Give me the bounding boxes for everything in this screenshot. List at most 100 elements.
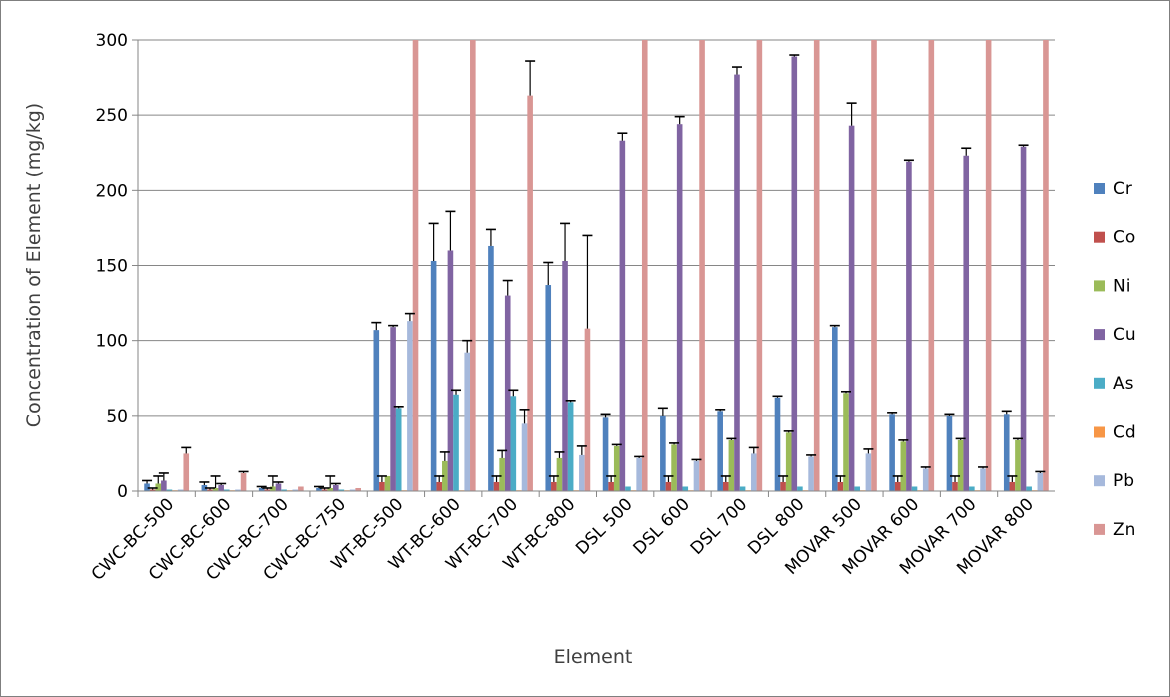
bar-co (665, 481, 672, 491)
x-tick-labels: CWC-BC-500CWC-BC-600CWC-BC-700CWC-BC-750… (88, 494, 1038, 584)
bar-as (395, 408, 402, 491)
bar-cu (848, 125, 855, 491)
legend-label-pb: Pb (1113, 471, 1134, 491)
bar-co (551, 481, 557, 491)
y-tick-label: 100 (96, 332, 128, 352)
bar-pb (922, 468, 929, 491)
bar-cr (316, 487, 322, 491)
legend-label-cd: Cd (1113, 423, 1136, 443)
bar-pb (177, 489, 184, 491)
bar-ni (728, 439, 735, 491)
bar-pb (1037, 472, 1044, 491)
bar-zn (412, 40, 419, 491)
bar-as (223, 489, 230, 491)
bar-co (1009, 481, 1016, 491)
bar-cr (488, 245, 494, 491)
bar-as (453, 394, 459, 491)
bar-cr (717, 411, 723, 491)
bar-co (952, 481, 958, 491)
bar-cr (602, 417, 609, 491)
legend: Cr Co Ni Cu As Cd Pb Zn (1094, 179, 1136, 540)
bar-zn (298, 486, 304, 491)
y-axis-title: Concentration of Element (mg/kg) (23, 103, 45, 427)
bar-co (379, 481, 385, 491)
bar-zn (1043, 40, 1049, 491)
bar-cr (832, 327, 838, 491)
bar-zn (699, 40, 705, 491)
legend-label-co: Co (1113, 228, 1135, 248)
legend-label-as: As (1113, 374, 1134, 394)
bar-pb (693, 460, 700, 491)
bar-ni (613, 445, 620, 491)
bar-cr (774, 397, 781, 491)
y-tick-label: 150 (96, 257, 128, 277)
bar-cr (660, 415, 666, 491)
bar-co (894, 481, 901, 491)
bar-co (837, 481, 844, 491)
y-tick-labels: 0 50 100 150 200 250 300 (96, 31, 128, 502)
bar-cu (504, 295, 511, 491)
legend-swatch-cr (1094, 183, 1105, 194)
bar-cu (275, 483, 282, 491)
bar-cu (963, 155, 970, 492)
y-tick-label: 250 (96, 106, 128, 126)
bar-ni (671, 444, 677, 491)
bar-ni (155, 483, 162, 491)
bar-pb (750, 453, 757, 491)
bar-as (969, 486, 975, 491)
bar-zn (756, 40, 763, 491)
bar-co (436, 481, 443, 491)
bar-cr (144, 483, 150, 491)
legend-label-zn: Zn (1113, 520, 1135, 540)
bar-co (780, 481, 786, 491)
bar-as (797, 486, 803, 491)
bar-co (149, 489, 156, 491)
bar-pb (349, 489, 356, 491)
legend-swatch-as (1094, 377, 1105, 389)
bar-as (739, 486, 746, 491)
bar-as (911, 486, 918, 491)
bar-cr (430, 260, 437, 491)
bar-cr (373, 330, 380, 491)
bar-pb (579, 454, 585, 491)
bar-zn (985, 40, 992, 491)
bar-ni (785, 432, 792, 491)
bar-co (608, 481, 614, 491)
axes (132, 39, 1055, 497)
bar-cu (161, 480, 167, 491)
legend-label-cr: Cr (1113, 179, 1132, 199)
bar-cu (906, 161, 912, 491)
bar-pb (407, 321, 413, 491)
bar-as (567, 402, 574, 491)
bar-cu (734, 74, 740, 492)
bar-as (338, 489, 345, 491)
bar-cr (545, 285, 552, 491)
bar-ni (270, 486, 276, 491)
bar-ni (327, 487, 333, 491)
y-tick-label: 0 (117, 482, 128, 502)
x-tick-label: DSL 600 (630, 494, 695, 559)
x-tick-label: DSL 700 (687, 494, 752, 559)
y-tick-label: 200 (96, 181, 128, 201)
bar-as (854, 486, 861, 491)
legend-swatch-ni (1094, 280, 1105, 292)
legend-label-ni: Ni (1113, 276, 1130, 296)
bar-zn (183, 453, 190, 491)
bar-as (625, 486, 631, 491)
bar-ni (499, 457, 505, 491)
bar-cu (619, 140, 626, 491)
bar-zn (355, 487, 361, 491)
legend-swatch-pb (1094, 475, 1105, 487)
bar-co (207, 489, 213, 491)
bar-pb (235, 489, 241, 491)
bar-cr (889, 414, 895, 491)
bar-co (722, 481, 729, 491)
bar-cr (201, 484, 208, 491)
bar-ni (1015, 439, 1021, 491)
bar-as (281, 489, 287, 491)
bar-zn (240, 472, 247, 491)
bar-cu (447, 250, 454, 491)
bar-pb (521, 423, 528, 491)
bar-cu (218, 484, 224, 491)
